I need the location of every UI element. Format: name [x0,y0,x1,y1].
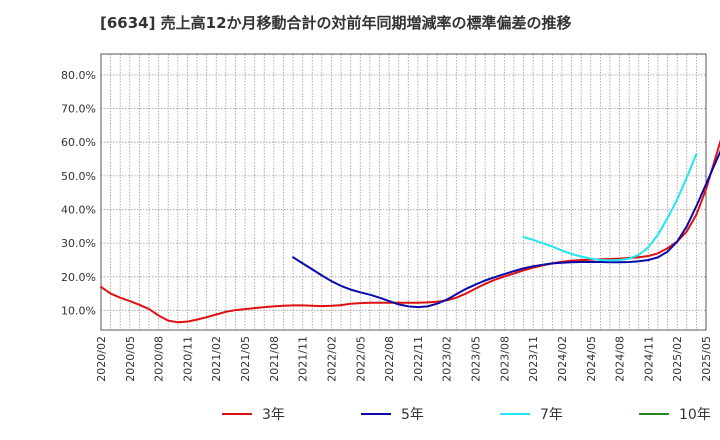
x-tick-label: 2023/11 [527,336,540,382]
x-tick-label: 2025/02 [671,336,684,382]
legend: 3年 5年 7年 10年 [222,407,711,423]
y-tick-label: 60.0% [61,136,96,149]
series-line-3年 [100,139,720,324]
x-tick-label: 2022/08 [383,336,396,382]
legend-label: 3年 [262,407,285,423]
x-tick-label: 2024/02 [556,336,569,382]
x-tick-label: 2024/11 [642,336,655,382]
x-tick-label: 2022/02 [325,336,338,382]
x-tick-label: 2020/05 [124,336,137,382]
grid-lines [101,54,706,330]
y-tick-label: 30.0% [61,237,96,250]
x-tick-label: 2021/11 [297,336,310,382]
x-tick-label: 2024/08 [614,336,627,382]
legend-label: 10年 [679,407,711,423]
y-tick-label: 50.0% [61,170,96,183]
y-axis-ticks: 10.0% 20.0% 30.0% 40.0% 50.0% 60.0% 70.0% 80.0% [61,69,96,318]
x-tick-label: 2025/05 [700,336,713,382]
plot-frame [100,53,707,331]
x-tick-label: 2022/05 [354,336,367,382]
x-tick-label: 2022/11 [412,336,425,382]
x-tick-label: 2024/05 [585,336,598,382]
x-tick-label: 2023/02 [441,336,454,382]
x-tick-label: 2023/08 [498,336,511,382]
legend-label: 5年 [401,407,424,423]
x-tick-label: 2020/11 [181,336,194,382]
x-tick-label: 2021/02 [210,336,223,382]
y-tick-label: 80.0% [61,69,96,82]
chart-title: [6634] 売上高12か月移動合計の対前年同期増減率の標準偏差の推移 [100,14,572,32]
y-tick-label: 40.0% [61,204,96,217]
y-tick-label: 70.0% [61,103,96,116]
x-tick-label: 2020/08 [153,336,166,382]
series-lines [100,139,720,324]
x-axis-ticks: 2020/02 2020/05 2020/08 2020/11 2021/02 2021/… [95,336,713,382]
legend-label: 7年 [540,407,563,423]
y-tick-label: 20.0% [61,271,96,284]
series-line-7年 [522,153,698,262]
x-tick-label: 2020/02 [95,336,108,382]
series-line-5年 [292,149,720,309]
x-tick-label: 2021/08 [268,336,281,382]
x-tick-label: 2021/05 [239,336,252,382]
y-tick-label: 10.0% [61,304,96,317]
x-tick-label: 2023/05 [470,336,483,382]
